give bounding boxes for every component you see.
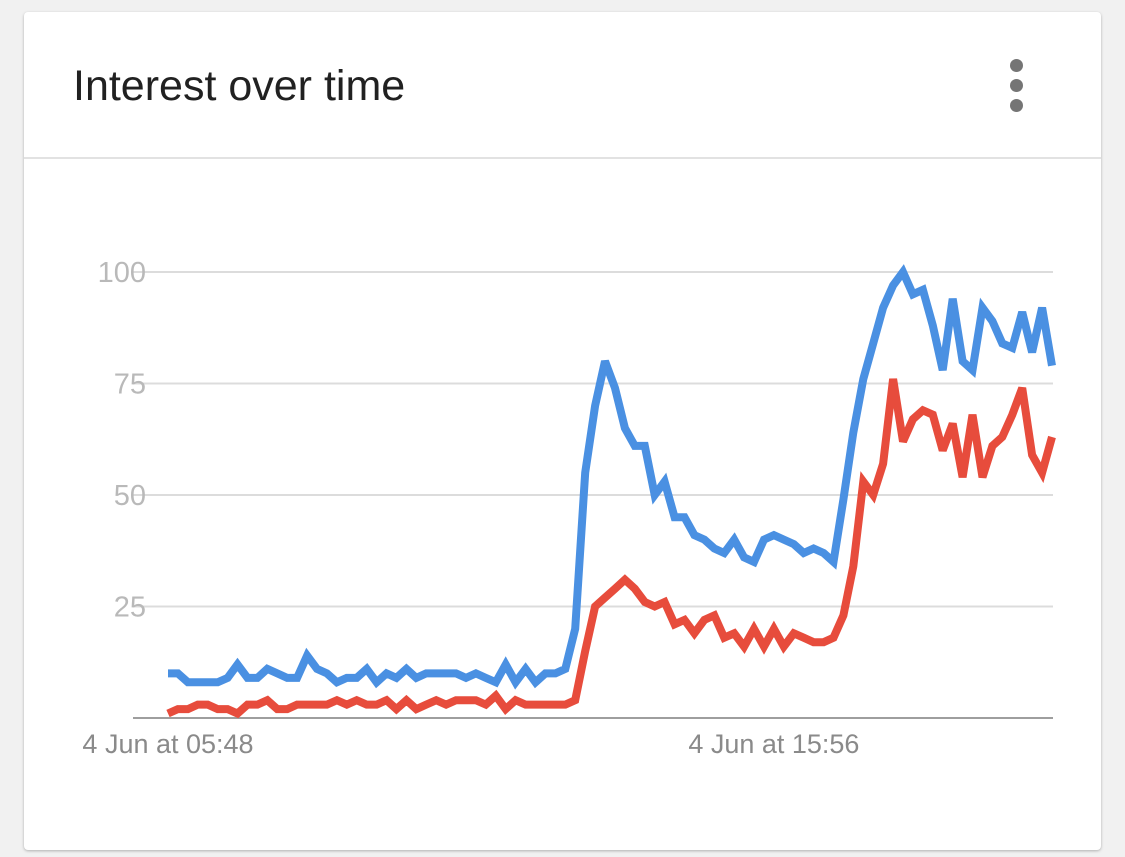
x-tick-label: 4 Jun at 15:56 — [688, 729, 859, 759]
gridlines — [133, 271, 1053, 719]
interest-over-time-card: Interest over time — [24, 12, 1101, 850]
y-tick-label: 75 — [114, 369, 146, 401]
x-axis-labels: 4 Jun at 05:484 Jun at 15:565 Jun at 02:… — [82, 729, 859, 759]
series-line — [168, 264, 1056, 690]
series-line — [166, 378, 1056, 719]
y-axis-labels: 100 75 50 25 — [98, 257, 146, 624]
more-vert-icon — [1010, 59, 1023, 72]
card-title: Interest over time — [73, 62, 406, 110]
more-vert-icon-dot — [1010, 79, 1023, 92]
y-tick-label: 100 — [98, 257, 146, 289]
x-tick-label: 4 Jun at 05:48 — [82, 729, 253, 759]
y-tick-label: 25 — [114, 592, 146, 624]
more-options-button[interactable] — [994, 56, 1040, 116]
y-tick-label: 50 — [114, 480, 146, 512]
card-header: Interest over time — [24, 12, 1101, 159]
more-vert-icon-dot — [1010, 99, 1023, 112]
series-lines — [166, 264, 1056, 719]
